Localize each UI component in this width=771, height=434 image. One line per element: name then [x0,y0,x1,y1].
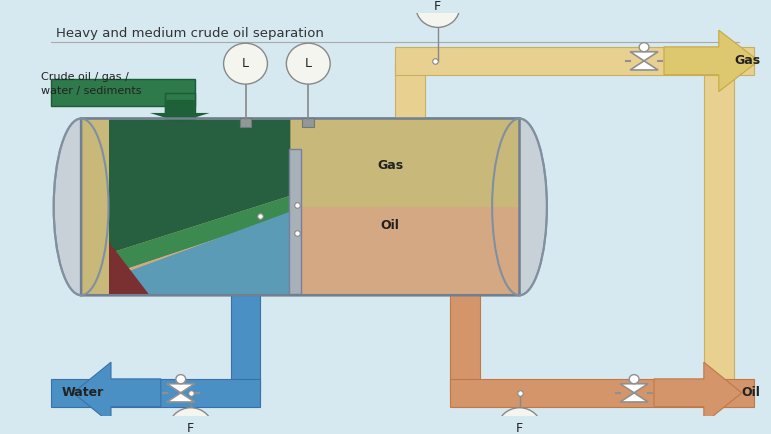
Circle shape [639,43,649,52]
Polygon shape [620,384,648,393]
Text: Gas: Gas [377,158,403,171]
FancyBboxPatch shape [81,118,520,295]
Text: F: F [434,0,441,13]
Bar [449,295,480,393]
Text: Heavy and medium crude oil separation: Heavy and medium crude oil separation [56,27,324,40]
Text: F: F [187,422,194,434]
Polygon shape [109,214,291,294]
Circle shape [629,375,639,384]
Text: Oil: Oil [381,219,399,232]
Text: L: L [242,57,249,70]
Polygon shape [167,393,195,402]
Text: L: L [305,57,311,70]
Bar [289,148,301,294]
Bar [240,118,251,127]
Text: Gas: Gas [735,54,761,67]
Bar [51,79,195,106]
Ellipse shape [54,118,109,295]
Bar [51,379,261,407]
Polygon shape [167,384,195,393]
Bar [395,61,425,118]
Text: F: F [516,422,523,434]
Polygon shape [109,211,291,294]
Polygon shape [109,242,149,294]
Circle shape [286,43,330,84]
Circle shape [176,375,186,384]
Text: Water: Water [61,386,103,399]
Polygon shape [620,393,648,402]
Bar [704,47,734,407]
Bar [231,295,261,393]
Text: Crude oil / gas /
water / sediments: Crude oil / gas / water / sediments [41,72,142,96]
Bar [302,118,315,127]
Polygon shape [664,30,759,92]
Polygon shape [630,61,658,70]
Polygon shape [109,196,291,275]
Bar [395,47,754,75]
Text: Oil: Oil [742,386,761,399]
Circle shape [416,0,460,27]
Polygon shape [109,119,291,253]
Circle shape [169,408,213,434]
Circle shape [497,408,541,434]
Bar [165,93,195,119]
Polygon shape [301,207,519,294]
Ellipse shape [492,118,547,295]
Polygon shape [73,362,161,424]
Bar [82,119,519,294]
Circle shape [224,43,268,84]
Polygon shape [150,100,210,122]
Polygon shape [654,362,742,424]
Polygon shape [630,52,658,61]
Bar [449,379,754,407]
